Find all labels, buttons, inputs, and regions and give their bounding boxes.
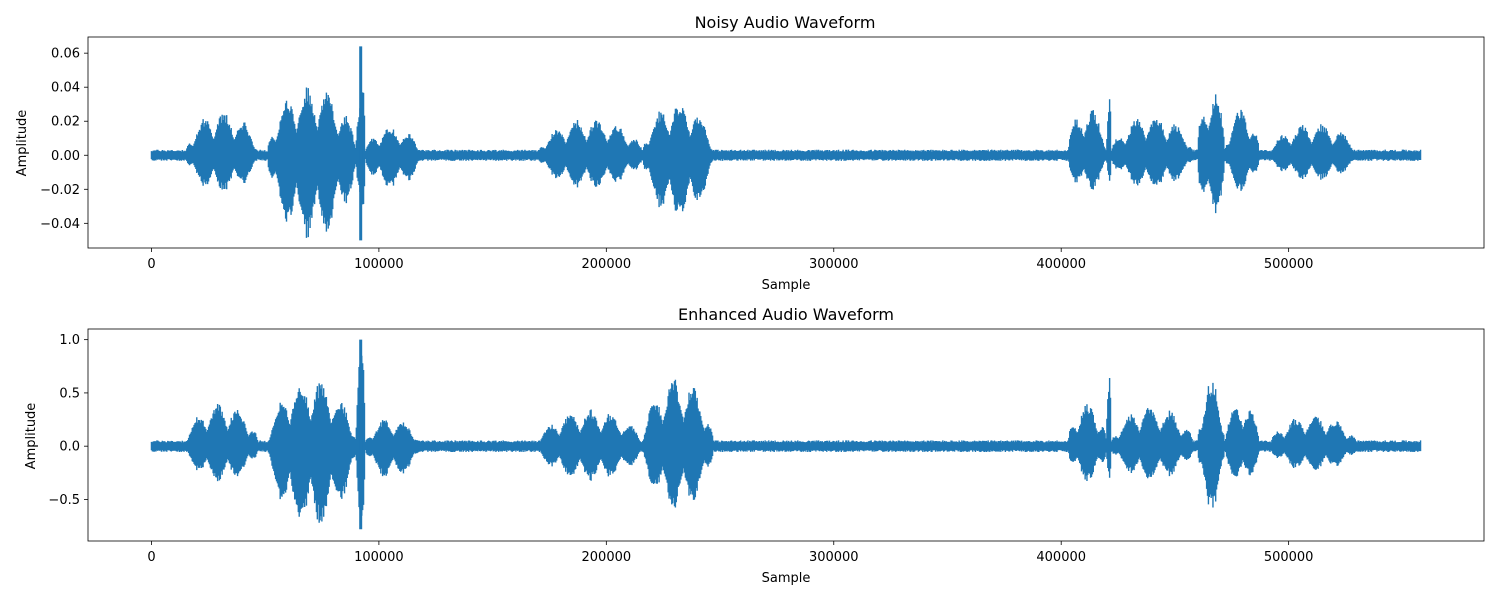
- x-tick-label: 200000: [582, 550, 632, 565]
- y-tick-label: 0.5: [59, 386, 80, 401]
- x-tick-label: 0: [147, 257, 155, 272]
- y-tick-label: 0.0: [59, 440, 80, 455]
- noisy-waveform-plot: Noisy Audio Waveform 0 100000 200000 300000…: [15, 13, 1485, 293]
- enhanced-x-axis-label: Sample: [762, 571, 811, 586]
- y-tick-label: 0.04: [51, 81, 80, 96]
- enhanced-x-ticks: 0 100000 200000 300000 400000 500000: [147, 541, 1313, 565]
- y-tick-label: −0.02: [40, 183, 80, 198]
- waveform-trace: [150, 355, 1422, 523]
- y-tick-label: −0.5: [48, 493, 80, 508]
- enhanced-waveform-series: [150, 339, 1422, 530]
- y-tick-label: 0.06: [51, 47, 80, 62]
- x-tick-label: 300000: [809, 550, 859, 565]
- x-tick-label: 100000: [354, 550, 404, 565]
- x-tick-label: 0: [147, 550, 155, 565]
- noisy-y-axis-label: Amplitude: [15, 110, 30, 177]
- y-tick-label: 0.00: [51, 149, 80, 164]
- noisy-y-ticks: −0.04 −0.02 0.00 0.02 0.04 0.06: [40, 47, 88, 232]
- x-tick-label: 200000: [582, 257, 632, 272]
- noisy-x-axis-label: Sample: [762, 278, 811, 293]
- y-tick-label: 0.02: [51, 115, 80, 130]
- x-tick-label: 400000: [1036, 257, 1086, 272]
- y-tick-label: −0.04: [40, 217, 80, 232]
- waveform-trace: [150, 87, 1422, 238]
- noisy-plot-frame: [87, 36, 1485, 249]
- noisy-x-ticks: 0 100000 200000 300000 400000 500000: [147, 248, 1313, 272]
- noisy-waveform-series: [150, 46, 1422, 241]
- x-tick-label: 500000: [1264, 257, 1314, 272]
- enhanced-waveform-plot: Enhanced Audio Waveform 0 100000 200000 300…: [24, 305, 1485, 586]
- y-tick-label: 1.0: [59, 333, 80, 348]
- x-tick-label: 500000: [1264, 550, 1314, 565]
- x-tick-label: 300000: [809, 257, 859, 272]
- enhanced-y-ticks: −0.5 0.0 0.5 1.0: [48, 333, 88, 508]
- x-tick-label: 400000: [1036, 550, 1086, 565]
- noisy-plot-title: Noisy Audio Waveform: [695, 13, 876, 32]
- enhanced-y-axis-label: Amplitude: [24, 403, 39, 470]
- enhanced-plot-title: Enhanced Audio Waveform: [678, 305, 894, 324]
- x-tick-label: 100000: [354, 257, 404, 272]
- enhanced-plot-frame: [87, 328, 1485, 542]
